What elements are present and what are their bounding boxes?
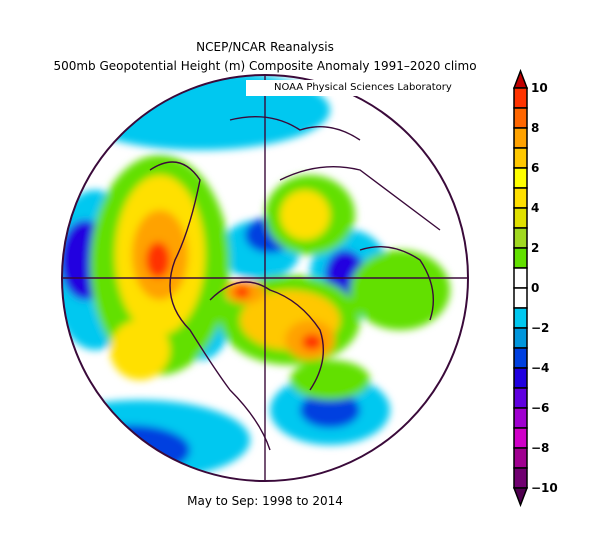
colorbar-tick-label: 8 bbox=[531, 121, 539, 135]
colorbar-box bbox=[513, 187, 528, 209]
colorbar-box bbox=[513, 347, 528, 369]
colorbar-box bbox=[513, 207, 528, 229]
colorbar-box bbox=[513, 127, 528, 149]
colorbar-box bbox=[513, 147, 528, 169]
date-range-label: May to Sep: 1998 to 2014 bbox=[187, 494, 343, 508]
colorbar-tick-label: 10 bbox=[531, 81, 548, 95]
colorbar-tick-label: 2 bbox=[531, 241, 539, 255]
colorbar-box bbox=[513, 247, 528, 269]
colorbar-tick-label: −10 bbox=[531, 481, 558, 495]
colorbar-box bbox=[513, 427, 528, 449]
colorbar-box bbox=[513, 407, 528, 429]
colorbar-tick-label: −6 bbox=[531, 401, 549, 415]
map-subtitle: 500mb Geopotential Height (m) Composite … bbox=[53, 59, 477, 73]
colorbar-tick-label: −2 bbox=[531, 321, 549, 335]
map-boundary bbox=[61, 74, 469, 482]
colorbar-under-triangle bbox=[512, 487, 529, 508]
colorbar-box bbox=[513, 467, 528, 489]
colorbar-box bbox=[513, 447, 528, 469]
colorbar-box bbox=[513, 307, 528, 329]
colorbar-box bbox=[513, 267, 528, 289]
colorbar-tick-label: 0 bbox=[531, 281, 539, 295]
colorbar-box bbox=[513, 287, 528, 309]
colorbar-box bbox=[513, 367, 528, 389]
colorbar-over-triangle bbox=[512, 68, 529, 89]
colorbar-tick-label: 6 bbox=[531, 161, 539, 175]
credit-label: NOAA Physical Sciences Laboratory bbox=[246, 80, 458, 96]
colorbar-tick-label: 4 bbox=[531, 201, 539, 215]
anomaly-field bbox=[62, 75, 468, 481]
coastlines bbox=[149, 115, 441, 451]
colorbar-box bbox=[513, 87, 528, 109]
colorbar-box bbox=[513, 387, 528, 409]
colorbar-box bbox=[513, 107, 528, 129]
colorbar-box bbox=[513, 327, 528, 349]
colorbar-tick-label: −4 bbox=[531, 361, 549, 375]
colorbar-box bbox=[513, 167, 528, 189]
map-title: NCEP/NCAR Reanalysis bbox=[196, 40, 334, 54]
colorbar: 10 8 6 4 2 0 −2 −4 −6 −8 −10 bbox=[512, 68, 558, 508]
colorbar-box bbox=[513, 227, 528, 249]
colorbar-tick-label: −8 bbox=[531, 441, 549, 455]
